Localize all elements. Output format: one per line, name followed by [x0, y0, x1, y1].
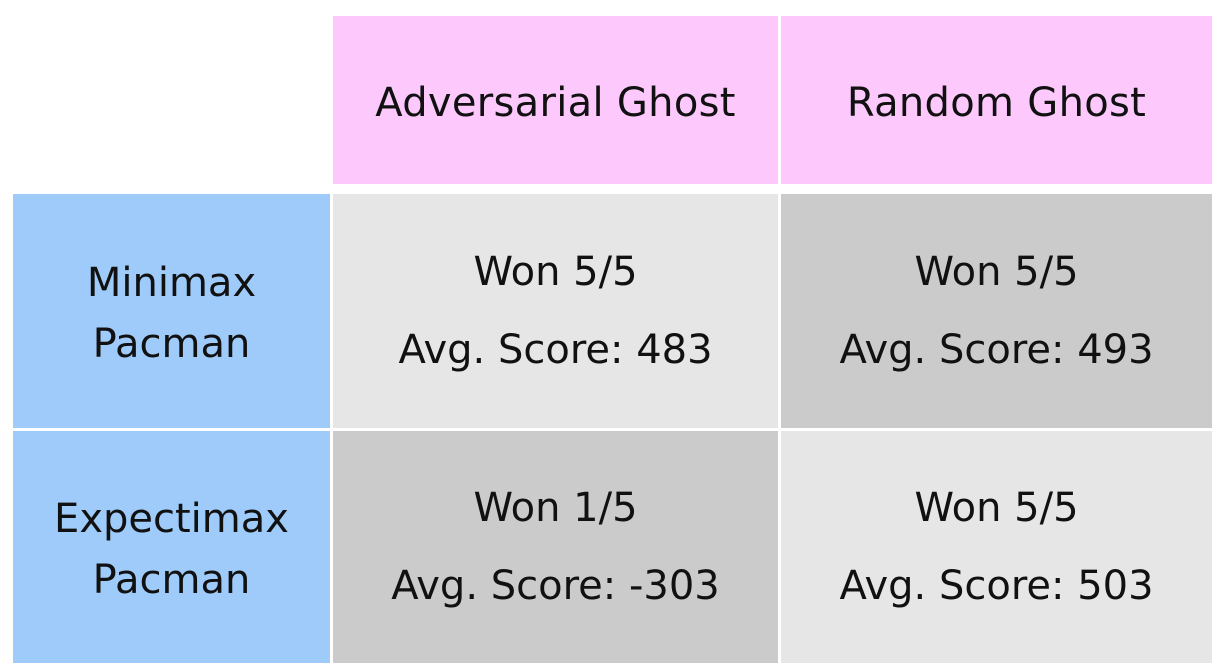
cell-result: Won 5/5 — [473, 249, 638, 295]
row-header-line: Minimax — [86, 260, 257, 306]
cell-minimax-random: Won 5/5 Avg. Score: 493 — [781, 194, 1212, 428]
column-header-random-ghost: Random Ghost — [781, 16, 1212, 184]
cell-score: Avg. Score: 493 — [839, 327, 1154, 373]
cell-score: Avg. Score: -303 — [391, 563, 720, 609]
column-header-label: Adversarial Ghost — [375, 80, 736, 126]
row-header-line: Pacman — [92, 557, 251, 603]
column-header-adversarial-ghost: Adversarial Ghost — [333, 16, 778, 184]
row-header-expectimax-pacman: Expectimax Pacman — [13, 431, 330, 663]
cell-minimax-adversarial: Won 5/5 Avg. Score: 483 — [333, 194, 778, 428]
cell-result: Won 5/5 — [914, 485, 1079, 531]
cell-score: Avg. Score: 483 — [398, 327, 713, 373]
row-header-minimax-pacman: Minimax Pacman — [13, 194, 330, 428]
column-header-label: Random Ghost — [846, 80, 1147, 126]
cell-expectimax-adversarial: Won 1/5 Avg. Score: -303 — [333, 431, 778, 663]
cell-result: Won 5/5 — [914, 249, 1079, 295]
cell-expectimax-random: Won 5/5 Avg. Score: 503 — [781, 431, 1212, 663]
cell-score: Avg. Score: 503 — [839, 563, 1154, 609]
row-header-line: Expectimax — [54, 496, 289, 542]
row-header-line: Pacman — [92, 321, 251, 367]
cell-result: Won 1/5 — [473, 485, 638, 531]
